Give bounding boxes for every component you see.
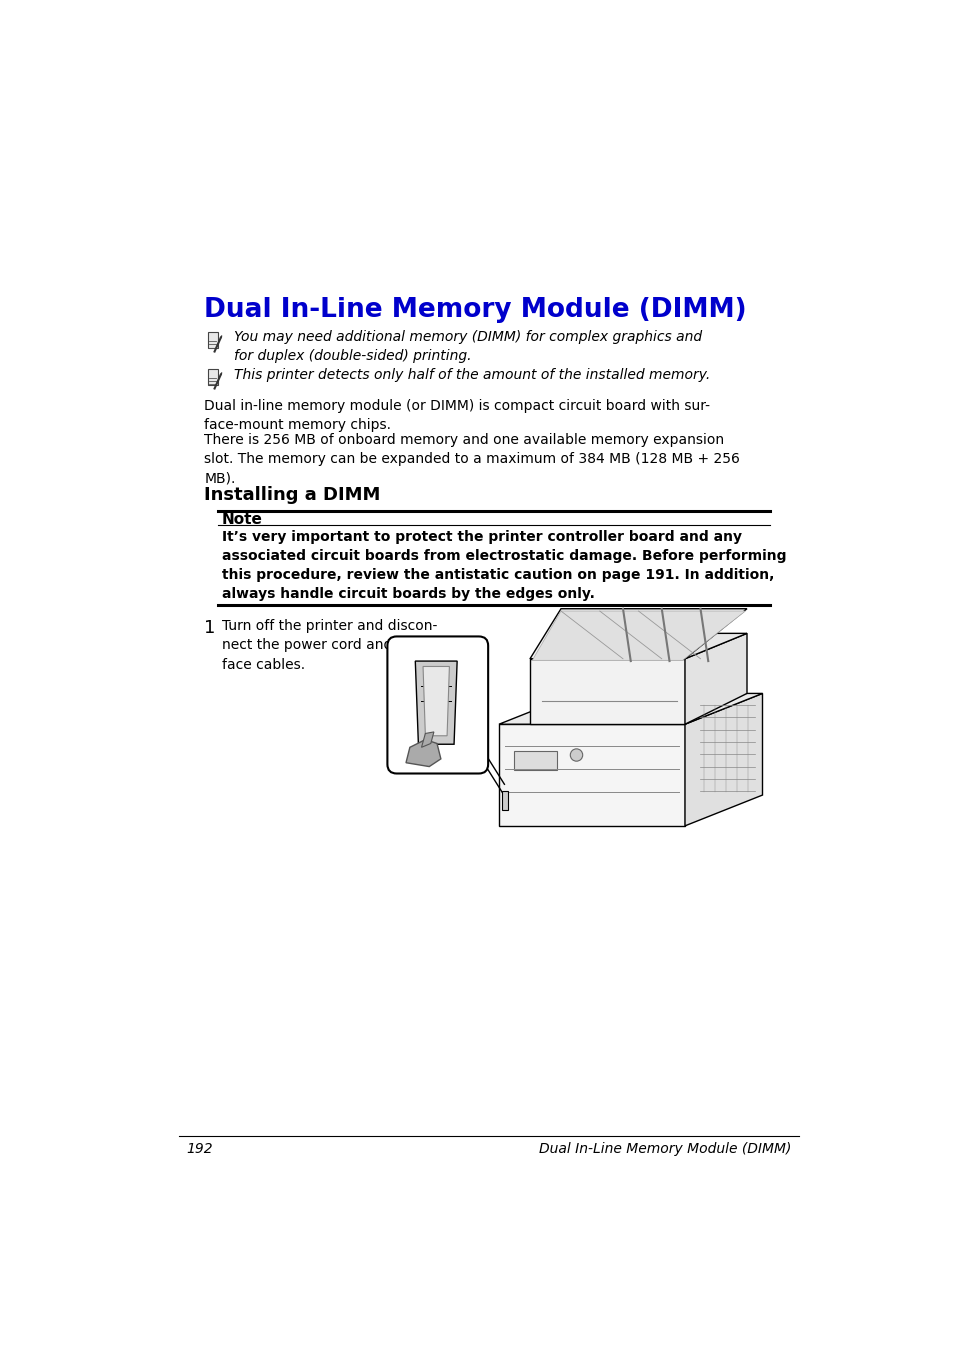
Text: Installing a DIMM: Installing a DIMM (204, 485, 380, 504)
Polygon shape (415, 661, 456, 744)
Polygon shape (406, 739, 440, 766)
Text: Note: Note (221, 512, 262, 527)
Text: 192: 192 (187, 1143, 213, 1156)
Polygon shape (532, 611, 744, 661)
Text: You may need additional memory (DIMM) for complex graphics and
for duplex (doubl: You may need additional memory (DIMM) fo… (233, 330, 701, 363)
Text: Dual In-Line Memory Module (DIMM): Dual In-Line Memory Module (DIMM) (538, 1143, 790, 1156)
Text: It’s very important to protect the printer controller board and any
associated c: It’s very important to protect the print… (221, 530, 785, 601)
Polygon shape (530, 659, 684, 724)
FancyBboxPatch shape (387, 636, 488, 774)
FancyBboxPatch shape (208, 369, 218, 385)
Text: Turn off the printer and discon-
nect the power cord and inter-
face cables.: Turn off the printer and discon- nect th… (221, 619, 436, 671)
Polygon shape (422, 666, 449, 736)
FancyBboxPatch shape (208, 332, 218, 347)
Polygon shape (498, 724, 684, 825)
Bar (501, 792, 508, 811)
Text: 1: 1 (204, 619, 215, 636)
Text: There is 256 MB of onboard memory and one available memory expansion
slot. The m: There is 256 MB of onboard memory and on… (204, 434, 740, 485)
Polygon shape (421, 732, 434, 747)
Polygon shape (498, 693, 761, 724)
Circle shape (570, 748, 582, 761)
Polygon shape (530, 634, 746, 659)
Polygon shape (684, 693, 761, 825)
Text: Dual In-Line Memory Module (DIMM): Dual In-Line Memory Module (DIMM) (204, 297, 746, 323)
Text: This printer detects only half of the amount of the installed memory.: This printer detects only half of the am… (233, 369, 709, 382)
Bar (514, 751, 557, 770)
Polygon shape (530, 609, 746, 659)
Text: Dual in-line memory module (or DIMM) is compact circuit board with sur-
face-mou: Dual in-line memory module (or DIMM) is … (204, 400, 710, 432)
Polygon shape (684, 634, 746, 724)
